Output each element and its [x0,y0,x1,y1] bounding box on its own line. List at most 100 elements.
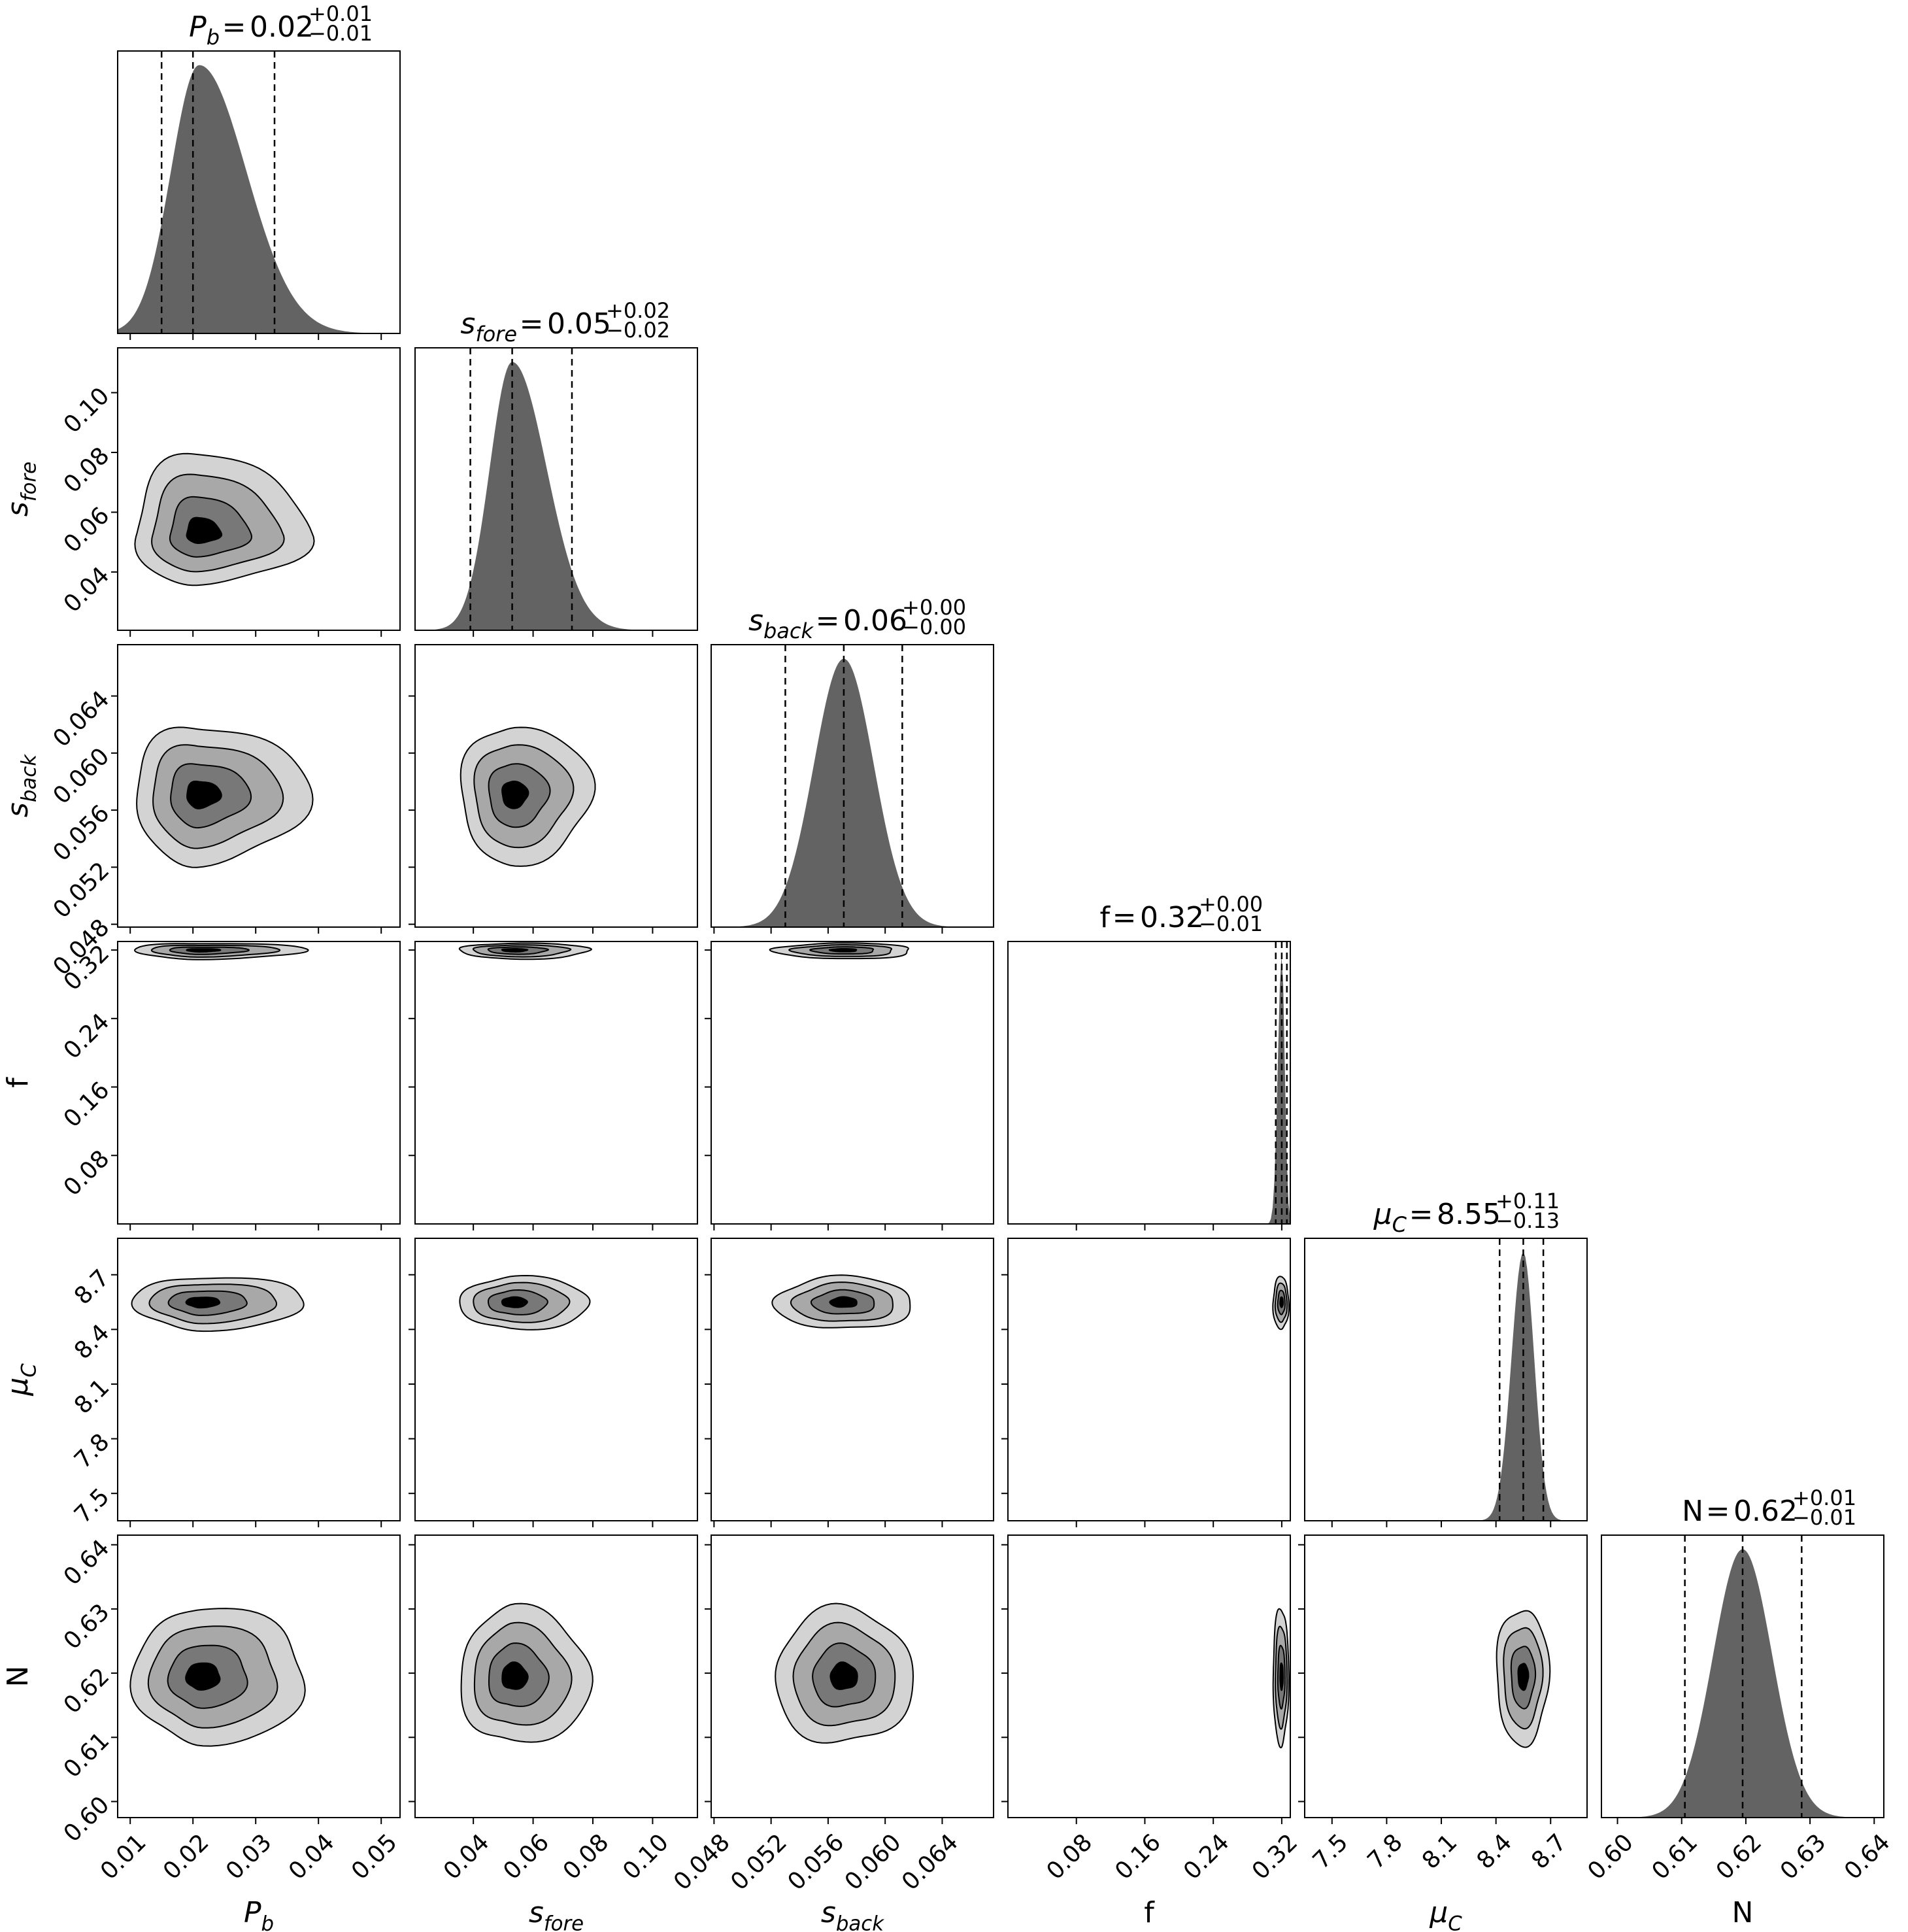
contours-f-muC [1272,1276,1290,1330]
y-axis-label-sback-base: s [1,802,35,817]
contour-level-4 [1279,1296,1284,1308]
panel-r4-c4: μC = 8.55+0.11−0.13 [1304,1189,1588,1527]
x-axis-label-sback-text: sback [821,1896,884,1932]
title-value-sback: 0.06 [843,604,907,637]
panel-frame [711,644,994,928]
contour-level-4 [1517,1663,1530,1691]
panel-r5-c0 [111,1534,401,1824]
title-muC: μC = 8.55+0.11−0.13 [1373,1189,1560,1237]
x-tick-label-sfore: 0.10 [618,1829,674,1885]
contour-level-4 [501,948,529,953]
x-tick-label-sback: 0.060 [840,1829,907,1895]
panel-frame [1007,941,1291,1225]
x-axis-label-muC: μC [1429,1896,1462,1932]
title-minus-sfore: −0.02 [606,318,670,343]
panel-r3-c1 [409,941,698,1230]
panel-frame [1304,1534,1588,1818]
contour-level-4 [1279,1662,1284,1691]
contour-level-4 [186,517,223,544]
y-axis-label-muC-sub: C [17,1363,41,1378]
title-minus-muC: −0.13 [1496,1208,1560,1233]
x-tick-label-muC: 7.5 [1308,1829,1353,1874]
panel-r2-c1 [409,644,698,934]
y-axis-label-sback-sub: back [17,754,41,802]
x-tick-label-sback: 0.052 [726,1829,792,1895]
contours-sback-N [775,1602,914,1744]
title-plus-sback: +0.00 [902,595,966,620]
panel-frame [414,644,698,928]
panel-r0-c0: Pb = 0.02+0.01−0.01 [117,1,401,340]
histogram-Pb [118,65,400,333]
x-tick-label-sfore: 0.06 [498,1829,554,1885]
x-tick-label-muC: 8.1 [1417,1829,1462,1874]
x-tick-label-f: 0.24 [1179,1829,1235,1885]
title-plus-Pb: +0.01 [309,1,373,26]
panel-frame [1601,1534,1884,1818]
contour-level-4 [186,781,222,809]
x-tick-label-N: 0.61 [1647,1829,1703,1885]
title-minus-sback: −0.00 [902,615,966,639]
title-sub-sback: back [763,619,814,643]
contours-sfore-f [458,942,592,960]
y-axis-label-f-base: f [1,1077,35,1088]
x-tick-label-N: 0.63 [1775,1829,1832,1885]
x-axis-label-f: f [1144,1896,1155,1929]
panel-frame [414,941,698,1225]
x-tick-label-Pb: 0.02 [158,1829,214,1885]
y-tick-label-muC: 8.7 [69,1264,114,1310]
y-axis-label-muC: μC [1,1363,41,1397]
y-tick-label-sfore: 0.06 [59,502,115,558]
y-tick-label-muC: 7.5 [69,1483,114,1529]
title-value-Pb: 0.02 [250,10,314,44]
x-axis-label-sfore-text: sfore [529,1896,584,1932]
panel-frame [117,50,401,334]
contour-level-4 [186,948,222,953]
x-tick-label-muC: 8.4 [1472,1829,1517,1874]
x-tick-label-muC: 7.8 [1362,1829,1407,1874]
y-tick-label-f: 0.16 [59,1077,115,1133]
panel-r4-c3 [1001,1238,1291,1527]
panel-r2-c2: sback = 0.06+0.00−0.00 [711,595,994,934]
x-tick-label-muC: 8.7 [1526,1829,1571,1874]
x-tick-label-Pb: 0.05 [346,1829,403,1885]
panel-frame [117,941,401,1225]
x-axis-label-Pb-text: Pb [244,1896,274,1932]
contour-level-4 [828,948,858,953]
y-tick-label-sback: 0.052 [48,857,115,924]
panel-r3-c0 [111,941,401,1230]
x-axis-label-f-text: f [1144,1896,1155,1929]
title-plus-f: +0.00 [1199,892,1263,917]
x-axis-label-N-text: N [1732,1896,1754,1929]
x-tick-label-N: 0.60 [1582,1829,1639,1885]
x-axis-label-sfore: sfore [529,1896,584,1932]
title-minus-N: −0.01 [1792,1505,1856,1530]
title-minus-Pb: −0.01 [309,21,373,46]
y-axis-label-N: N [1,1666,35,1687]
contours-Pb-N [129,1608,306,1747]
panel-r5-c1 [409,1534,698,1824]
panel-frame [711,941,994,1225]
x-tick-label-sback: 0.056 [783,1829,850,1895]
y-tick-label-N: 0.61 [59,1727,115,1784]
y-tick-label-N: 0.60 [59,1791,115,1848]
x-axis-label-Pb-sub: b [261,1912,274,1932]
x-tick-label-f: 0.32 [1247,1829,1303,1885]
title-equals-muC: = [1409,1198,1433,1231]
title-label-N: N [1682,1495,1703,1528]
x-axis-label-sfore-base: s [529,1896,544,1929]
title-label-sback: sback [748,604,814,643]
panel-frame [117,1534,401,1818]
histogram-sfore [415,362,697,630]
y-tick-label-sfore: 0.10 [59,382,115,439]
y-tick-label-sfore: 0.04 [59,562,115,618]
y-axis-label-sback-text: sback [1,754,41,817]
x-axis-label-sback-sub: back [836,1912,884,1932]
y-axis-label-sfore-sub: fore [17,462,41,501]
y-axis-label-N-base: N [1,1666,35,1687]
x-axis-label-f-base: f [1144,1896,1155,1929]
panel-r3-c3: f = 0.32+0.00−0.01 [1007,892,1291,1230]
y-tick-label-muC: 8.4 [69,1319,114,1364]
y-axis-label-sfore-text: sfore [1,462,41,517]
y-tick-label-N: 0.64 [59,1534,115,1591]
y-tick-label-muC: 8.1 [69,1374,114,1419]
